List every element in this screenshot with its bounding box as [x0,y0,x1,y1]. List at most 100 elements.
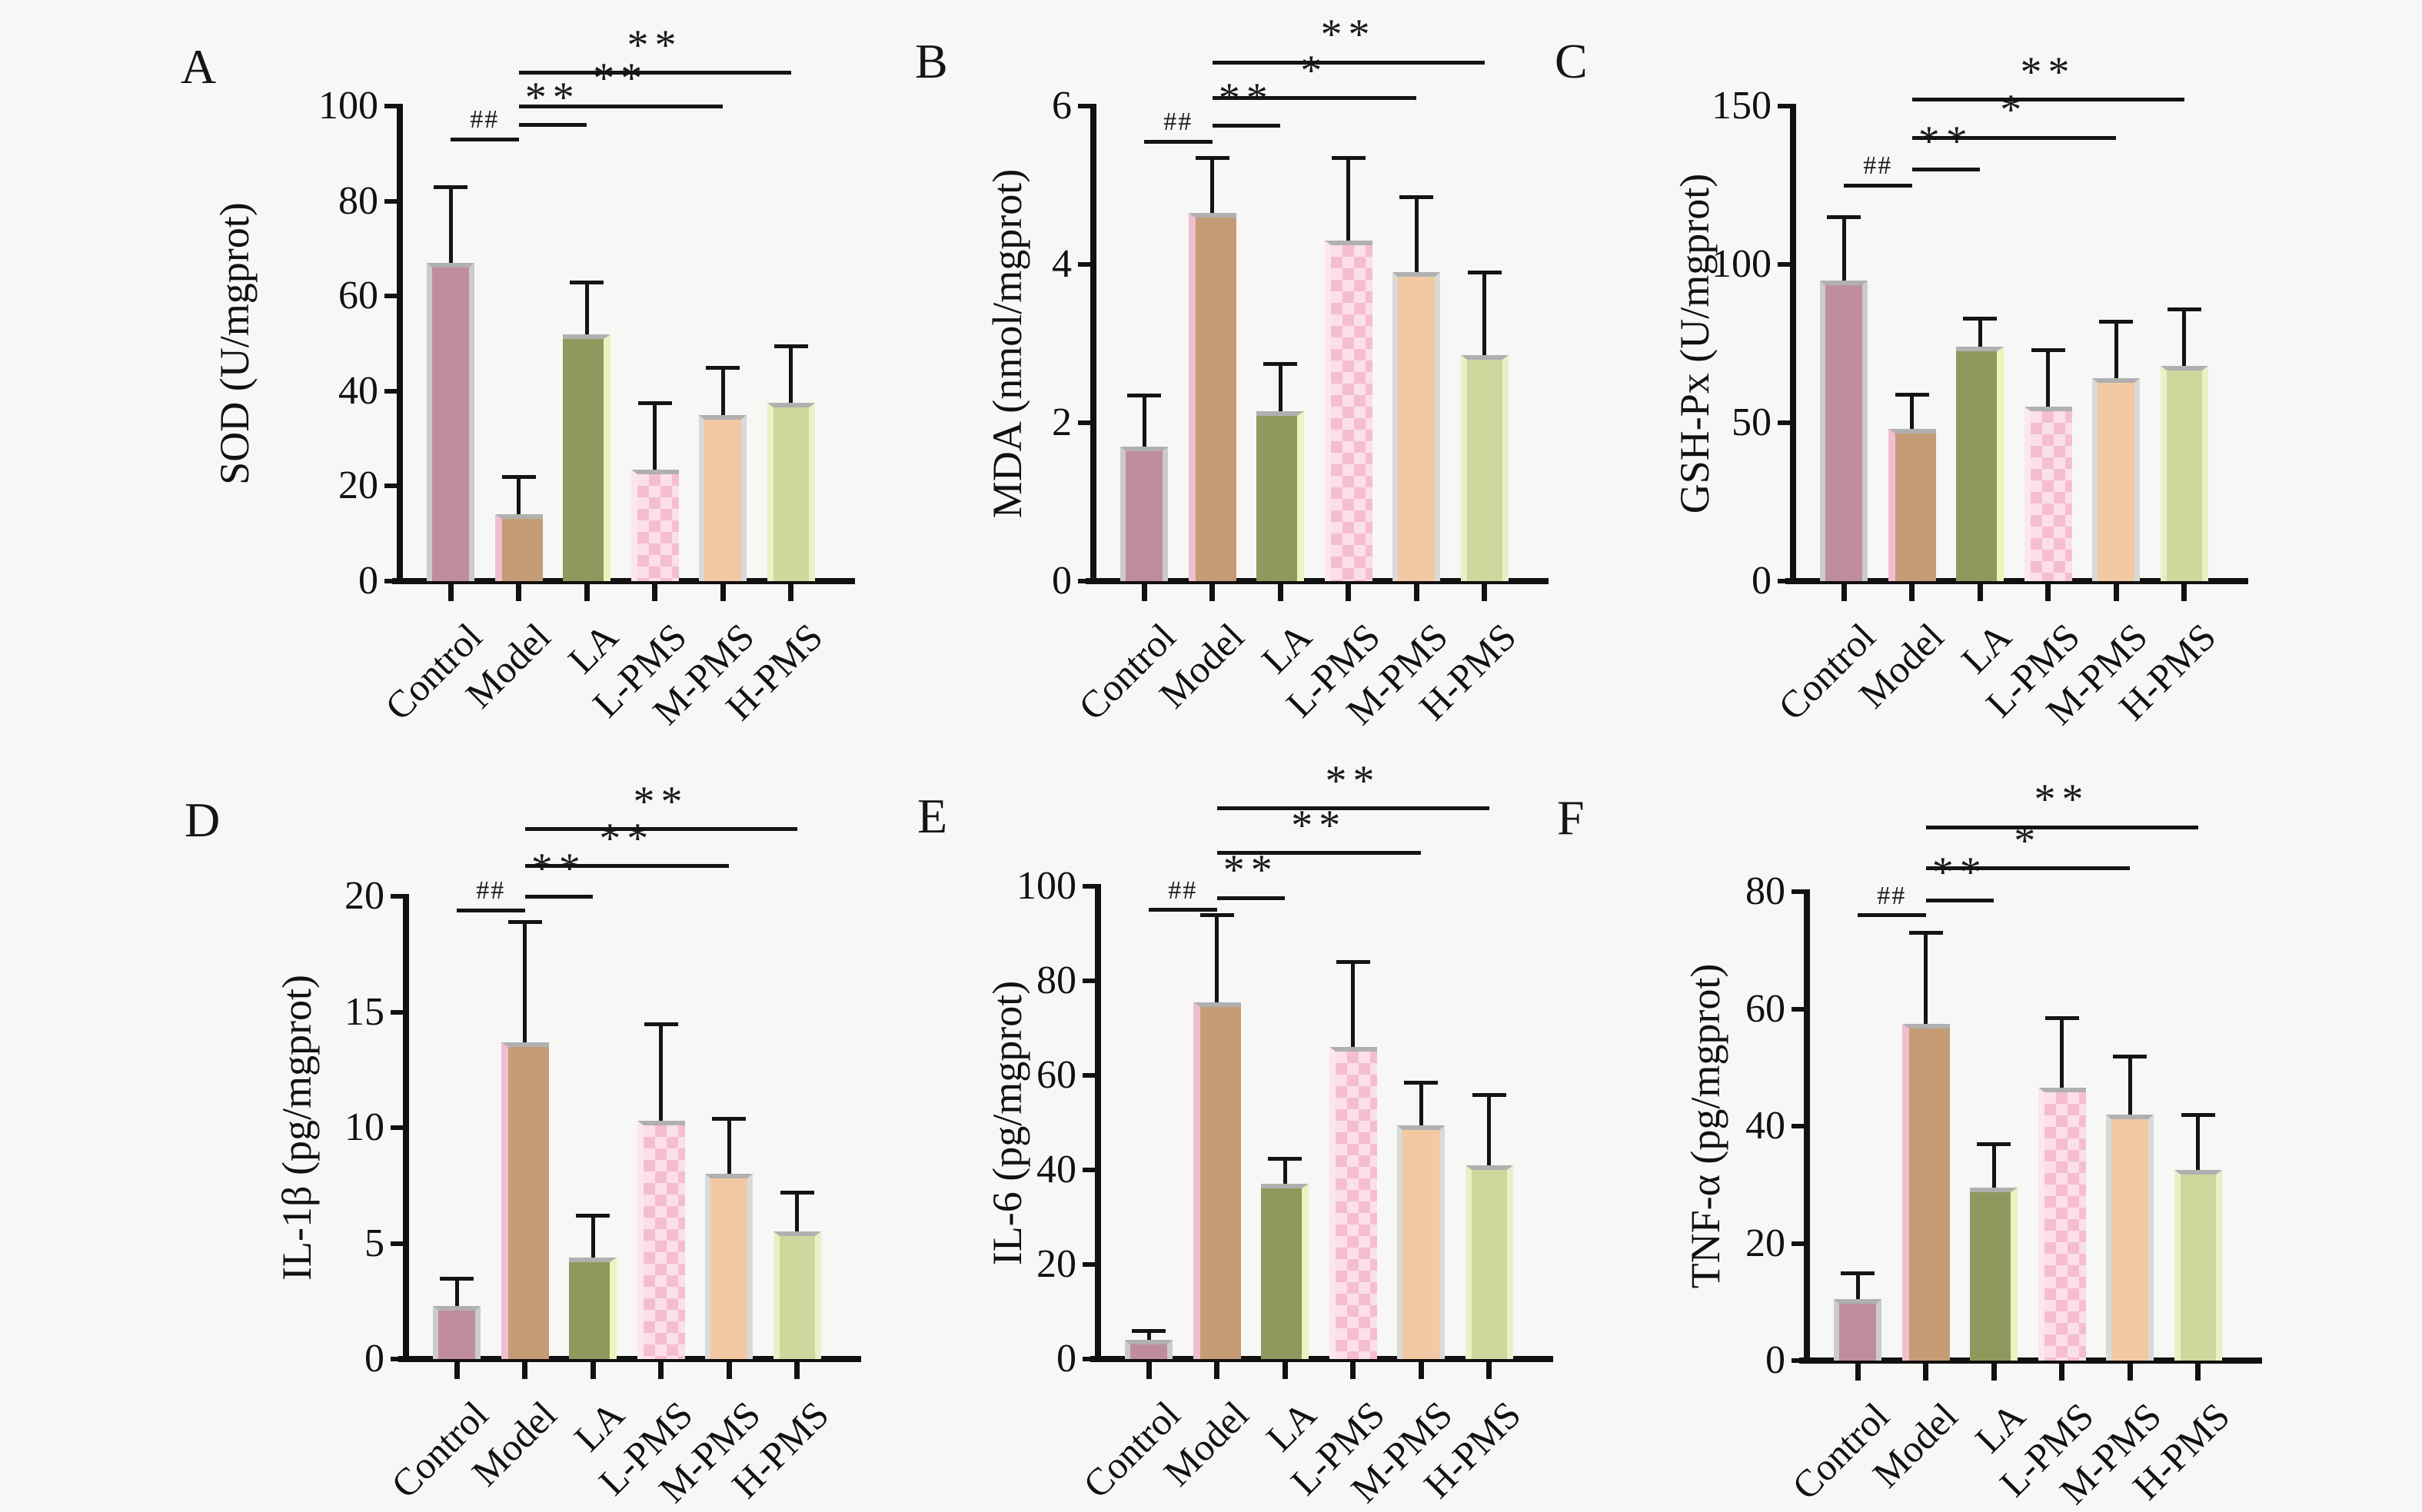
y-tick-label: 100 [318,84,378,128]
x-tick [516,584,521,601]
y-tick [1792,889,1805,894]
y-tick [1083,1357,1096,1361]
y-tick-label: 10 [344,1105,384,1149]
error-bar-cap [1199,912,1234,917]
bar-H-PMS [773,1231,821,1359]
error-bar-cap [2113,1054,2147,1058]
significance-line [1216,896,1285,900]
y-tick [1792,1006,1805,1012]
significance-label: ## [1863,151,1893,180]
error-bar-cap [2167,307,2201,311]
y-tick-label: 40 [1745,1104,1785,1148]
y-tick [1078,262,1092,267]
error-bar-stem [789,346,793,404]
error-bar-stem [727,1118,731,1175]
y-tick [1078,104,1092,108]
x-tick [1141,584,1147,601]
y-tick-label: 60 [338,274,378,318]
y-tick-label: 20 [344,874,384,918]
bar-LA [1956,347,2004,581]
x-tick [1146,1362,1152,1379]
error-bar-cap [1908,931,1943,935]
error-bar-stem [795,1192,799,1232]
significance-label: ## [1877,881,1907,910]
error-bar-stem [1482,272,1486,356]
error-bar-stem [523,922,527,1042]
y-axis [403,894,409,1362]
significance-label: ** [599,814,655,862]
significance-line [457,908,525,912]
y-tick-label: 20 [1036,1242,1076,1286]
error-bar-cap [1472,1092,1506,1097]
bar-LA [1970,1188,2018,1361]
y-tick [384,388,398,394]
error-bar-cap [434,185,467,190]
x-tick [658,1362,664,1379]
x-tick [584,584,590,601]
error-bar-cap [2044,1015,2079,1020]
significance-label: * [1300,46,1329,95]
x-tick [726,1362,732,1379]
y-axis [1804,889,1810,1364]
bar-Model [1888,429,1936,581]
x-axis [1785,578,2248,584]
y-tick [1083,979,1096,983]
significance-line [524,827,797,832]
significance-line [1858,913,1926,917]
error-bar-cap [570,280,604,284]
error-bar-stem [1278,363,1283,411]
error-bar-cap [780,1191,814,1195]
bar-Model [501,1042,549,1359]
x-axis [1090,1356,1553,1362]
error-bar-stem [1924,932,1928,1024]
error-bar-stem [1910,394,1914,430]
y-axis [1090,104,1096,584]
bar-H-PMS [2160,365,2208,581]
error-bar-stem [1346,157,1350,241]
error-bar-cap [1404,1081,1438,1085]
y-tick-label: 80 [1036,959,1076,1002]
y-tick [1778,579,1792,583]
x-tick [1277,584,1283,601]
error-bar-cap [1399,195,1433,200]
significance-label: ## [1163,108,1193,137]
bar-M-PMS [2092,378,2140,581]
significance-line [518,104,723,108]
significance-line [1212,96,1416,101]
y-tick [384,198,398,204]
significance-line [1925,898,1994,902]
x-tick [1482,584,1487,601]
significance-label: ** [1223,846,1279,895]
significance-line [1911,135,2116,140]
error-bar-stem [1351,962,1355,1048]
error-bar-stem [1283,1158,1287,1185]
bar-L-PMS [2024,407,2072,581]
y-tick [391,1241,404,1246]
significance-label: ** [1325,756,1381,805]
bar-Model [494,514,543,581]
y-tick-label: 20 [1745,1221,1785,1265]
error-bar-cap [1127,393,1161,397]
significance-line [1212,124,1280,128]
y-tick [391,1009,404,1015]
y-tick [1792,1241,1805,1246]
y-tick-label: 6 [1052,84,1072,128]
x-tick [652,584,657,601]
error-bar-cap [1467,271,1502,275]
error-bar-cap [1331,155,1366,160]
error-bar-stem [591,1215,595,1258]
y-tick [1078,420,1092,425]
bar-L-PMS [1324,241,1372,581]
significance-line [1844,183,1912,188]
y-tick-label: 60 [1745,986,1785,1031]
error-bar-cap [1132,1329,1166,1334]
error-bar-stem [1414,197,1419,273]
bar-Control [433,1305,481,1359]
bar-LA [1256,410,1304,581]
error-bar-stem [2196,1114,2200,1171]
significance-line [1925,825,2198,829]
